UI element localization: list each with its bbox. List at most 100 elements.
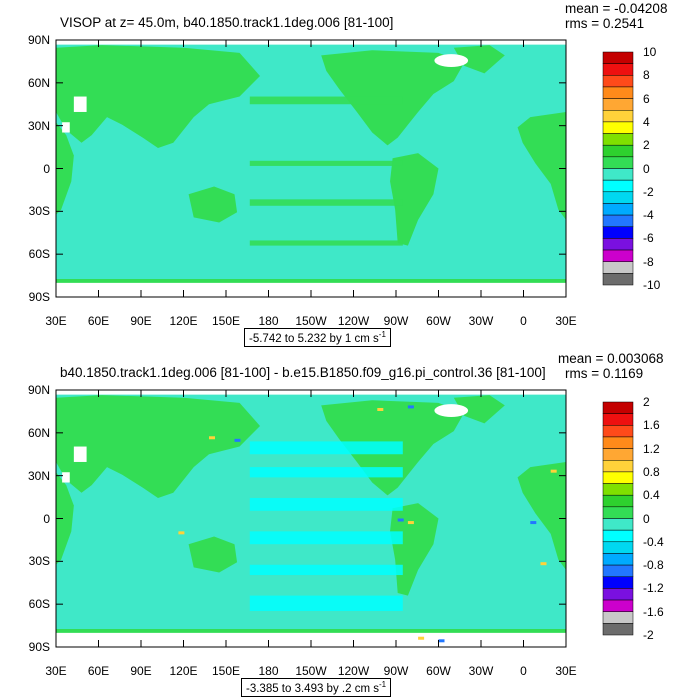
colorbar-2-swatch-18: [602, 611, 634, 624]
colorbar-1-swatch-0: [602, 51, 634, 64]
colorbar-2-swatch-5: [602, 460, 634, 473]
map-panel-2-missing-red-sea: [62, 472, 70, 483]
colorbar-label: 2: [643, 138, 650, 153]
colorbar-2-swatch-8: [602, 494, 634, 508]
colorbar-label: -2: [643, 184, 654, 199]
panel-1-title: VISOP at z= 45.0m, b40.1850.track1.1deg.…: [60, 15, 394, 30]
colorbar-1-swatch-1: [602, 63, 634, 76]
lon-label: 90W: [383, 664, 409, 678]
colorbar-1-swatch-19: [602, 273, 634, 286]
colorbar-2-swatch-7: [602, 483, 634, 496]
lon-label: 60W: [426, 314, 451, 328]
lon-label: 120E: [169, 664, 198, 678]
colorbar-2-swatch-1: [602, 413, 634, 426]
map-panel-1-missing-ice: [434, 54, 469, 67]
lat-label: 60S: [28, 247, 50, 262]
map-panel-2-anomaly-1: [234, 438, 241, 442]
map-panel-2-anomaly-9: [418, 636, 425, 640]
map-panel-1-region-0: [56, 45, 260, 148]
colorbar-2-swatch-6: [602, 471, 634, 484]
lon-label: 30W: [468, 664, 494, 678]
lat-label: 30N: [27, 468, 50, 483]
map-panel-2-anomaly-6: [530, 521, 537, 525]
map-panel-2-missing-ice: [434, 404, 469, 417]
lat-label: 0: [43, 161, 50, 176]
colorbar-label: -0.4: [643, 534, 664, 549]
colorbar-2-swatch-19: [602, 623, 634, 636]
map-panel-2-region-1: [56, 472, 74, 565]
colorbar-2-swatch-11: [602, 529, 634, 543]
colorbar-1-swatch-2: [602, 75, 634, 88]
map-panel-2-anomaly-2: [377, 407, 384, 411]
colorbar-2-swatch-12: [602, 541, 634, 554]
colorbar-1-swatch-14: [602, 214, 634, 228]
lat-label: 60S: [28, 597, 50, 612]
colorbar-label: 2: [643, 395, 650, 409]
panel-2-rms: rms = 0.1169: [565, 366, 644, 381]
lon-label: 30W: [468, 314, 494, 328]
map-panel-2-region-4: [453, 395, 505, 424]
colorbar-label: -1.2: [643, 581, 664, 596]
colorbar-2-swatch-2: [602, 425, 634, 438]
lon-label: 30E: [555, 664, 577, 678]
lon-label: 120W: [337, 664, 370, 678]
colorbar-2-swatch-13: [602, 553, 634, 566]
map-panel-2-anomaly-11: [540, 562, 547, 566]
map-panel-2-region-0: [56, 395, 260, 498]
lon-label: 120W: [337, 314, 370, 328]
lon-label: 30E: [45, 664, 67, 678]
lat-label: 30N: [27, 118, 50, 133]
lat-label: 60N: [27, 75, 50, 90]
map-panel-2-region-2: [517, 461, 566, 570]
map-panel-2-anomaly-10: [438, 639, 445, 643]
map-panel-2-missing-caspian: [73, 446, 87, 462]
colorbar-label: 1.2: [643, 441, 660, 456]
map-panel-2-anomaly-4: [397, 518, 404, 522]
lon-label: 0: [520, 664, 527, 678]
lon-label: 60W: [426, 664, 451, 678]
colorbar-1-swatch-3: [602, 86, 634, 99]
colorbar-1-swatch-18: [602, 261, 634, 274]
colorbar-label: -6: [643, 231, 654, 246]
colorbar-1-swatch-15: [602, 226, 634, 239]
colorbar-1-swatch-4: [602, 98, 634, 111]
map-panel-1-band-2: [249, 199, 403, 206]
colorbar-1-swatch-7: [602, 133, 634, 146]
colorbar-1-swatch-8: [602, 144, 634, 158]
lon-label: 0: [520, 314, 527, 328]
colorbar-label: 10: [643, 45, 657, 59]
panel-1-rms: rms = 0.2541: [565, 16, 645, 31]
map-panel-2-anomaly-8: [178, 531, 185, 535]
colorbar-1-swatch-5: [602, 110, 634, 123]
map-panel-1-missing-red-sea: [62, 122, 70, 133]
lon-label: 150E: [211, 314, 241, 328]
map-panel-1-band-0: [249, 96, 403, 105]
panel-2-contour-range: -3.385 to 3.493 by .2 cm s-1: [241, 678, 392, 697]
lon-label: 60E: [87, 314, 110, 328]
map-panel-2-band-5: [249, 595, 403, 612]
map-panel-2-band-4: [249, 564, 403, 576]
colorbar-1-swatch-17: [602, 249, 634, 262]
lon-label: 180: [258, 664, 279, 678]
colorbar-label: 0.4: [643, 488, 660, 503]
map-panel-1-region-4: [453, 45, 505, 74]
colorbar-1-swatch-12: [602, 191, 634, 204]
lon-label: 180: [258, 314, 279, 328]
colorbar-label: 6: [643, 91, 650, 106]
colorbar-label: -2: [643, 628, 654, 642]
panel-2-mean: mean = 0.003068: [558, 351, 664, 366]
lon-label: 150E: [211, 664, 241, 678]
lat-label: 90N: [27, 383, 50, 397]
colorbar-1-swatch-9: [602, 156, 634, 169]
colorbar-1-swatch-6: [602, 121, 634, 134]
lat-label: 90S: [28, 640, 50, 654]
colorbar-label: -10: [643, 278, 661, 292]
colorbar-label: 0.8: [643, 464, 660, 479]
colorbar-label: 8: [643, 68, 650, 83]
colorbar-2-swatch-9: [602, 506, 634, 519]
colorbar-label: 1.6: [643, 418, 660, 433]
map-panel-2-region-6: [188, 536, 238, 573]
lat-label: 90S: [28, 290, 50, 304]
lon-label: 150W: [295, 314, 327, 328]
